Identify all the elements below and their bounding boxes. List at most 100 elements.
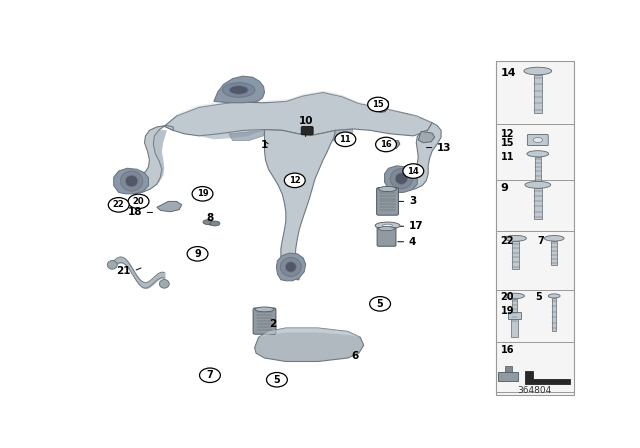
Polygon shape bbox=[387, 141, 400, 149]
Polygon shape bbox=[121, 125, 173, 193]
Bar bbox=[551, 241, 557, 264]
FancyBboxPatch shape bbox=[376, 188, 399, 215]
FancyBboxPatch shape bbox=[498, 372, 518, 381]
FancyBboxPatch shape bbox=[377, 228, 396, 246]
Circle shape bbox=[367, 97, 388, 112]
Ellipse shape bbox=[533, 138, 543, 142]
Polygon shape bbox=[385, 166, 417, 193]
Text: 12: 12 bbox=[500, 129, 514, 139]
Circle shape bbox=[376, 137, 396, 152]
Text: 17: 17 bbox=[409, 221, 424, 231]
Text: 5: 5 bbox=[535, 293, 542, 302]
Ellipse shape bbox=[375, 222, 400, 229]
Ellipse shape bbox=[383, 224, 392, 227]
Circle shape bbox=[335, 132, 356, 146]
Text: 11: 11 bbox=[339, 135, 351, 144]
Text: 7: 7 bbox=[538, 236, 545, 246]
Ellipse shape bbox=[379, 227, 394, 231]
Polygon shape bbox=[154, 129, 167, 184]
Polygon shape bbox=[525, 371, 570, 384]
Circle shape bbox=[370, 297, 390, 311]
Ellipse shape bbox=[159, 280, 169, 288]
Text: 14: 14 bbox=[408, 167, 419, 176]
Text: 5: 5 bbox=[377, 299, 383, 309]
Ellipse shape bbox=[108, 261, 117, 269]
FancyBboxPatch shape bbox=[527, 134, 548, 146]
Ellipse shape bbox=[524, 67, 552, 75]
Ellipse shape bbox=[280, 258, 301, 276]
Text: 1: 1 bbox=[260, 140, 268, 150]
Text: 13: 13 bbox=[437, 142, 452, 153]
Text: 3: 3 bbox=[409, 196, 416, 207]
Polygon shape bbox=[114, 168, 148, 194]
Text: 364804: 364804 bbox=[518, 386, 552, 395]
Text: 11: 11 bbox=[500, 152, 514, 162]
Circle shape bbox=[403, 164, 424, 178]
Polygon shape bbox=[259, 328, 360, 337]
Polygon shape bbox=[177, 90, 432, 123]
Polygon shape bbox=[157, 202, 182, 212]
Circle shape bbox=[187, 246, 208, 261]
Ellipse shape bbox=[120, 171, 143, 191]
Bar bbox=[534, 188, 541, 220]
Text: 22: 22 bbox=[113, 200, 125, 209]
Text: 4: 4 bbox=[409, 237, 416, 247]
FancyBboxPatch shape bbox=[253, 308, 276, 334]
Ellipse shape bbox=[396, 173, 408, 184]
Bar bbox=[511, 319, 518, 336]
Circle shape bbox=[192, 186, 213, 201]
Text: 9: 9 bbox=[500, 183, 509, 193]
Text: 16: 16 bbox=[380, 140, 392, 149]
Bar bbox=[495, 60, 574, 395]
Ellipse shape bbox=[504, 235, 527, 241]
Ellipse shape bbox=[544, 236, 564, 241]
Text: 2: 2 bbox=[269, 319, 276, 328]
Ellipse shape bbox=[255, 307, 274, 312]
Bar bbox=[534, 75, 542, 113]
Circle shape bbox=[200, 368, 220, 383]
Text: 22: 22 bbox=[500, 236, 514, 246]
Polygon shape bbox=[264, 129, 335, 280]
Text: 18: 18 bbox=[127, 207, 142, 217]
Text: 21: 21 bbox=[116, 266, 131, 276]
Polygon shape bbox=[255, 328, 364, 362]
Bar bbox=[512, 241, 518, 269]
Text: 14: 14 bbox=[500, 68, 516, 78]
Ellipse shape bbox=[210, 221, 220, 226]
Polygon shape bbox=[419, 131, 435, 143]
Text: 10: 10 bbox=[298, 116, 313, 126]
FancyBboxPatch shape bbox=[301, 126, 313, 135]
Text: 5: 5 bbox=[273, 375, 280, 385]
Polygon shape bbox=[276, 253, 306, 281]
Polygon shape bbox=[333, 129, 353, 141]
Polygon shape bbox=[164, 92, 432, 136]
Ellipse shape bbox=[223, 83, 255, 97]
Bar bbox=[552, 298, 556, 331]
Text: 8: 8 bbox=[206, 213, 214, 223]
Ellipse shape bbox=[548, 294, 560, 298]
Circle shape bbox=[266, 372, 287, 387]
Ellipse shape bbox=[525, 181, 550, 188]
Text: 15: 15 bbox=[500, 138, 514, 147]
Ellipse shape bbox=[229, 86, 248, 94]
Text: 12: 12 bbox=[289, 176, 301, 185]
Text: 15: 15 bbox=[372, 100, 384, 109]
Ellipse shape bbox=[390, 168, 413, 189]
Text: 19: 19 bbox=[500, 306, 514, 315]
Circle shape bbox=[128, 194, 149, 209]
Text: 16: 16 bbox=[500, 345, 514, 355]
Text: 6: 6 bbox=[351, 351, 358, 361]
Polygon shape bbox=[378, 99, 388, 112]
Polygon shape bbox=[229, 130, 264, 141]
Ellipse shape bbox=[379, 186, 396, 192]
Ellipse shape bbox=[504, 293, 524, 299]
Polygon shape bbox=[390, 123, 441, 190]
Ellipse shape bbox=[285, 262, 296, 272]
Ellipse shape bbox=[527, 151, 548, 157]
Text: 20: 20 bbox=[132, 197, 145, 206]
Bar bbox=[534, 157, 541, 182]
Text: 9: 9 bbox=[194, 249, 201, 259]
Text: 20: 20 bbox=[500, 293, 514, 302]
Polygon shape bbox=[214, 76, 264, 103]
Bar bbox=[511, 299, 518, 323]
